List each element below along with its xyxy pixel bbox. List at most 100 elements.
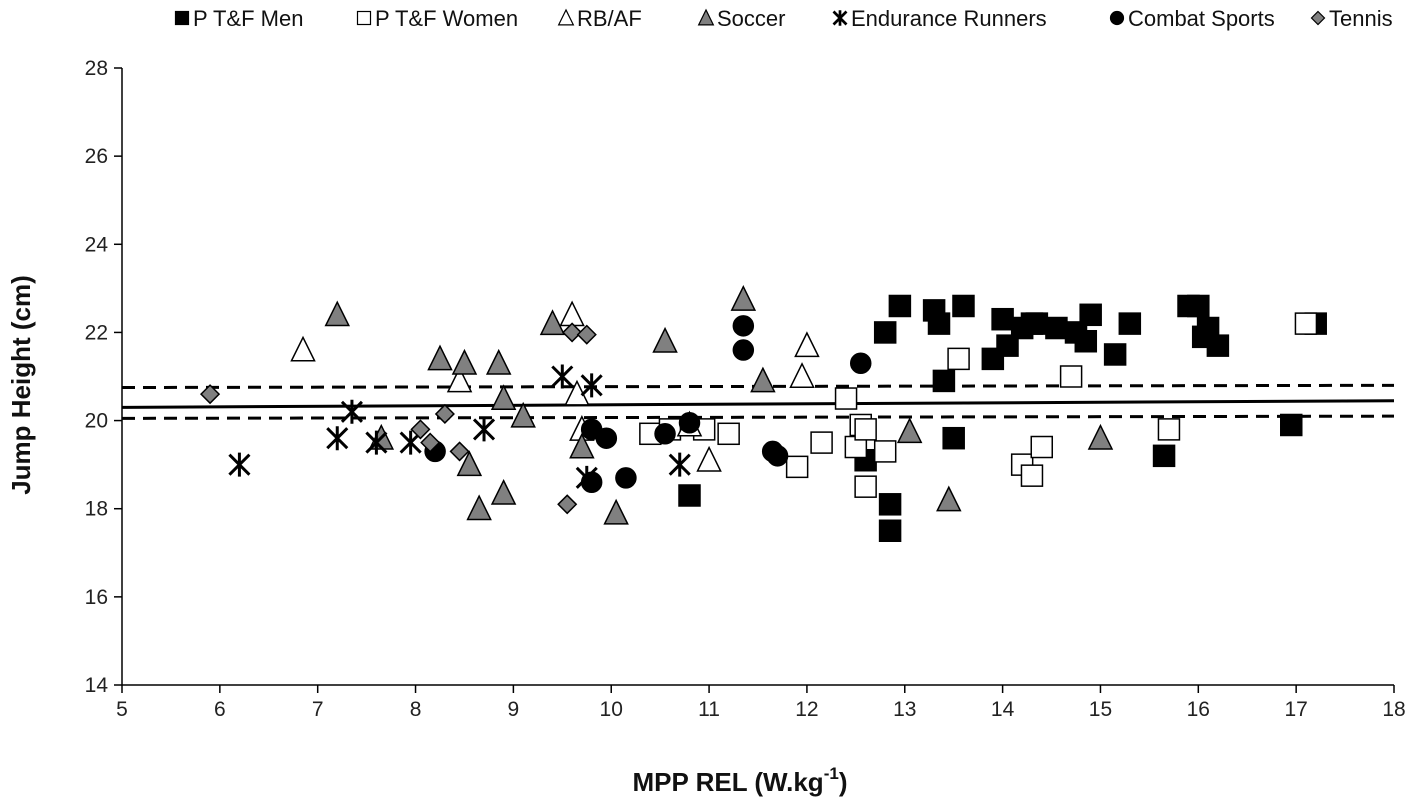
data-point — [878, 519, 902, 542]
data-point — [451, 348, 478, 375]
confidence-line — [121, 414, 1395, 420]
x-tick-label: 14 — [991, 698, 1015, 721]
data-point — [849, 352, 872, 375]
data-point — [324, 300, 351, 327]
data-point — [472, 417, 496, 442]
data-point — [1059, 365, 1083, 388]
data-point — [678, 412, 701, 434]
data-point — [1025, 312, 1049, 335]
data-point — [576, 324, 597, 345]
data-point — [1020, 464, 1044, 487]
data-point — [456, 450, 483, 477]
data-point — [730, 285, 757, 311]
x-axis-title-end: ) — [839, 767, 848, 797]
data-point — [490, 478, 517, 505]
x-tick-label: 7 — [312, 698, 324, 721]
data-point — [434, 403, 455, 425]
data-point — [340, 399, 363, 424]
data-point — [1118, 312, 1142, 335]
data-point — [559, 300, 585, 327]
data-point — [1045, 316, 1068, 340]
x-axis-title: MPP REL (W.kg-1) — [633, 764, 848, 797]
data-point — [732, 339, 755, 361]
x-tick-label: 16 — [1187, 698, 1210, 721]
data-point — [794, 331, 820, 358]
x-axis-title-main: MPP REL (W.kg — [633, 767, 824, 797]
x-tick-label: 18 — [1382, 698, 1405, 721]
data-point — [1074, 329, 1098, 353]
legend-label: Endurance Runners — [851, 6, 1047, 31]
data-point — [1030, 435, 1054, 459]
x-tick-label: 8 — [410, 698, 422, 721]
data-point — [1187, 294, 1210, 318]
data-point — [580, 471, 603, 494]
legend-marker — [832, 10, 848, 26]
data-point — [490, 384, 517, 411]
data-point — [510, 401, 536, 428]
data-point — [952, 294, 975, 318]
data-point — [446, 366, 473, 393]
axes: 5 6 7 8 9 10 11 12 13 14 15 16 17 18 14 16 18 20 22 24 26 28 — [85, 57, 1406, 721]
data-point — [927, 312, 951, 335]
data-point — [580, 373, 603, 398]
data-point — [936, 485, 962, 512]
legend-item: Soccer — [697, 6, 785, 31]
legend-marker — [1109, 10, 1125, 26]
y-tick-label: 18 — [85, 498, 108, 521]
series-p-t-f-men — [678, 294, 1327, 542]
data-point — [449, 441, 470, 462]
legend-item: P T&F Women — [356, 6, 518, 31]
x-axis-ticks: 5 6 7 8 9 10 11 12 13 14 15 16 17 18 — [116, 685, 1406, 721]
legend-label: Tennis — [1329, 6, 1393, 31]
y-axis-ticks: 14 16 18 20 22 24 26 28 — [85, 57, 122, 697]
data-point — [654, 423, 676, 445]
data-points — [200, 285, 1327, 542]
legend-item: Endurance Runners — [832, 6, 1047, 31]
data-point — [595, 427, 618, 449]
data-point — [365, 430, 388, 455]
x-tick-label: 11 — [698, 698, 720, 721]
x-tick-label: 10 — [600, 698, 623, 721]
data-point — [1206, 334, 1230, 357]
data-point — [200, 384, 221, 405]
legend-label: RB/AF — [577, 6, 642, 31]
data-point — [1103, 343, 1127, 366]
data-point — [1294, 312, 1318, 335]
data-point — [942, 426, 965, 450]
legend-marker — [356, 10, 372, 26]
y-axis-title: Jump Height (cm) — [6, 275, 36, 495]
data-point — [932, 369, 956, 393]
legend-marker — [557, 8, 575, 26]
data-point — [1280, 413, 1303, 437]
data-point — [410, 419, 431, 440]
data-point — [854, 418, 877, 441]
data-point — [888, 294, 912, 318]
data-point — [326, 426, 349, 451]
y-tick-label: 16 — [85, 586, 108, 609]
series-tennis — [200, 322, 597, 515]
data-point — [996, 334, 1019, 357]
data-point — [750, 366, 776, 393]
data-point — [466, 494, 492, 521]
data-point — [873, 440, 897, 463]
data-point — [603, 498, 629, 525]
x-axis-title-superscript: -1 — [824, 764, 839, 783]
data-point — [615, 467, 637, 489]
data-point — [562, 322, 583, 343]
x-tick-label: 17 — [1284, 698, 1307, 721]
x-tick-label: 5 — [116, 698, 128, 721]
data-point — [539, 309, 566, 336]
data-point — [696, 445, 722, 472]
y-tick-label: 26 — [85, 145, 108, 168]
data-point — [551, 364, 574, 389]
regression-line — [121, 399, 1395, 409]
data-point — [854, 475, 877, 498]
legend-item: P T&F Men — [174, 6, 303, 31]
data-point — [1079, 303, 1102, 327]
x-tick-label: 15 — [1089, 698, 1112, 721]
y-tick-label: 28 — [85, 57, 108, 80]
data-point — [789, 362, 815, 389]
data-point — [717, 422, 740, 446]
series-combat-sports — [424, 315, 872, 494]
